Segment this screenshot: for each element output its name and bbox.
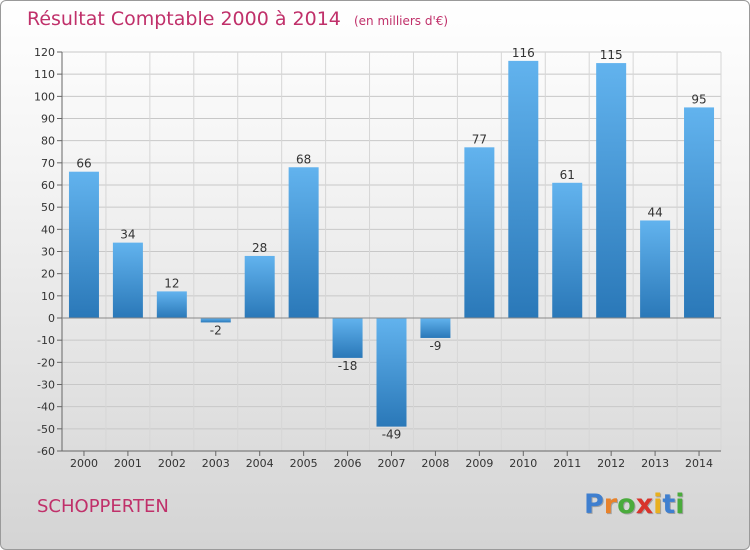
bar-2014 [684, 107, 715, 319]
y-tick-label: -40 [37, 401, 55, 414]
bar-2012 [596, 63, 627, 319]
x-tick-label: 2000 [70, 457, 98, 470]
data-label: 68 [296, 152, 311, 166]
y-tick-label: 80 [41, 135, 55, 148]
logo-letter: t [662, 489, 676, 520]
bar-2009 [464, 147, 495, 318]
data-label: 12 [164, 276, 179, 290]
bar-2000 [68, 171, 99, 318]
title-block: Résultat Comptable 2000 à 2014 (en milli… [27, 8, 448, 30]
label-layer: 66 34 12 -2 28 68 -18 -49 -9 77 116 61 115 44 95 [76, 46, 706, 442]
y-tick-label: 100 [34, 90, 55, 103]
data-label: 44 [647, 205, 662, 219]
y-tick-label: 120 [34, 46, 55, 59]
bar-2011 [552, 182, 583, 318]
y-tick-label: 90 [41, 113, 55, 126]
logo-letter: i [653, 489, 663, 520]
logo-letter: x [635, 489, 654, 520]
data-label: 116 [512, 46, 535, 60]
x-tick-label: 2009 [465, 457, 493, 470]
y-tick-label: 60 [41, 179, 55, 192]
x-tick-label: 2010 [509, 457, 537, 470]
bar-2006 [332, 318, 363, 358]
x-tick-label: 2014 [685, 457, 713, 470]
y-tick-label: -50 [37, 423, 55, 436]
data-label: -2 [210, 323, 222, 337]
chart-subtitle: (en milliers d'€) [353, 14, 449, 28]
x-tick-label: 2003 [202, 457, 230, 470]
x-tick-label: 2013 [641, 457, 669, 470]
y-tick-label: 40 [41, 223, 55, 236]
data-label: 61 [560, 168, 575, 182]
bar-2010 [508, 60, 539, 318]
bar-2002 [156, 291, 187, 318]
bar-2013 [640, 220, 671, 318]
y-tick-label: 0 [48, 312, 55, 325]
bar-layer [68, 60, 715, 427]
chart-title: Résultat Comptable 2000 à 2014 [27, 8, 341, 30]
y-tick-label: 30 [41, 246, 55, 259]
data-label: 115 [600, 48, 623, 62]
y-tick-label: 50 [41, 201, 55, 214]
y-tick-label: 110 [34, 68, 55, 81]
y-tick-label: -60 [37, 445, 55, 458]
x-tick-label: 2007 [378, 457, 406, 470]
x-tick-label: 2001 [114, 457, 142, 470]
logo-letter: P [584, 489, 604, 520]
x-tick-label: 2004 [246, 457, 274, 470]
commune-name: SCHOPPERTEN [37, 496, 169, 517]
axis-layer: -60 -50 -40 -30 -20 -10 0 10 20 30 40 50 60 70 80 90 100… [34, 46, 721, 470]
bar-2001 [112, 242, 143, 318]
y-tick-label: 70 [41, 157, 55, 170]
bar-2004 [244, 255, 275, 318]
data-label: -18 [338, 359, 358, 373]
bar-2008 [420, 318, 451, 338]
logo-letter: o [617, 489, 636, 520]
bar-2005 [288, 167, 319, 318]
bar-2007 [376, 318, 407, 427]
x-tick-label: 2008 [421, 457, 449, 470]
bar-2003 [200, 318, 231, 323]
x-tick-label: 2005 [290, 457, 318, 470]
data-label: 28 [252, 241, 267, 255]
data-label: 66 [76, 157, 91, 171]
x-tick-label: 2012 [597, 457, 625, 470]
x-tick-label: 2006 [334, 457, 362, 470]
y-tick-label: -20 [37, 356, 55, 369]
logo-letter: r [603, 489, 618, 520]
y-tick-label: -30 [37, 379, 55, 392]
logo-letter: i [675, 489, 685, 520]
y-tick-label: 20 [41, 268, 55, 281]
x-tick-label: 2002 [158, 457, 186, 470]
data-label: -9 [429, 339, 441, 353]
x-tick-label: 2011 [553, 457, 581, 470]
data-label: 95 [691, 92, 706, 106]
y-tick-label: -10 [37, 334, 55, 347]
data-label: -49 [382, 428, 402, 442]
proxiti-logo[interactable]: Proxiti [584, 489, 685, 520]
data-label: 34 [120, 228, 135, 242]
data-label: 77 [472, 132, 487, 146]
y-tick-label: 10 [41, 290, 55, 303]
